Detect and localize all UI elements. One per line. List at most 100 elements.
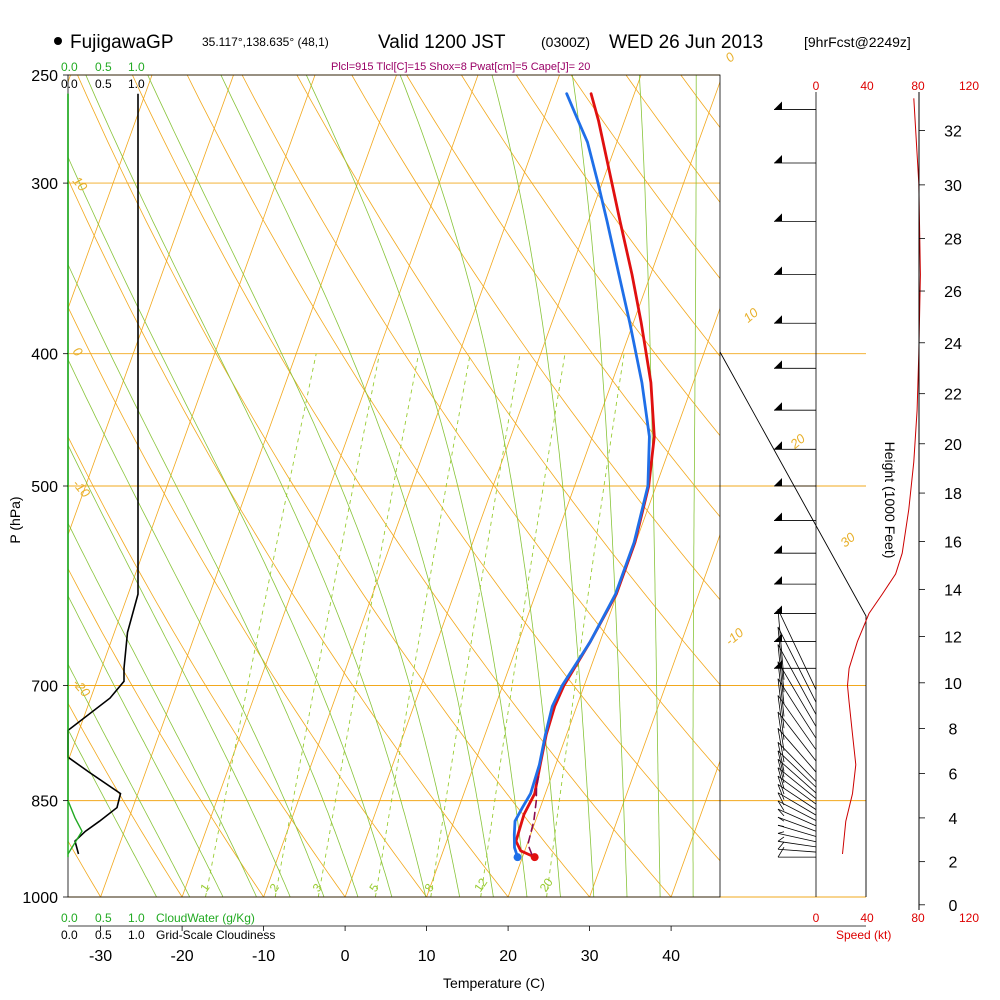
height-axis: Height (1000 Feet) 024681012141618202224… <box>882 92 962 915</box>
speed-tick-bottom-80: 80 <box>911 911 925 925</box>
moist-adiabat <box>68 444 291 897</box>
temperature-tick-label-0: 0 <box>341 948 350 965</box>
cloud-bottom-tick-0: 0.0 <box>61 911 78 925</box>
mixing-ratio-label-8: 8 <box>421 881 436 895</box>
wind-barb-feather <box>777 767 785 789</box>
cloud-bottom-tick-b2: 1.0 <box>128 928 145 942</box>
wind-barb-feather <box>777 750 785 778</box>
wind-barb-flag <box>774 315 782 324</box>
mixing-ratio-line-3 <box>317 353 420 897</box>
height-tick-label-20: 20 <box>944 437 962 454</box>
pressure-tick-label-400: 400 <box>31 347 58 364</box>
speed-tick-bottom-120: 120 <box>959 911 979 925</box>
wind-barb-shaft <box>777 800 817 821</box>
moist-adiabat <box>399 75 561 897</box>
mixing-ratio-label-5: 5 <box>366 881 381 895</box>
wind-barb-shaft <box>777 678 817 739</box>
moist-adiabat <box>68 594 224 897</box>
wind-barb-flag <box>774 101 782 110</box>
height-tick-label-32: 32 <box>944 123 962 140</box>
wind-barb-feather <box>777 759 785 784</box>
mixing-ratio-label-12: 12 <box>471 875 490 894</box>
mixing-ratio-label-20: 20 <box>537 875 556 894</box>
cloud-top-tick-b2: 1.0 <box>128 77 145 91</box>
height-tick-label-0: 0 <box>949 898 958 915</box>
wind-barb-shaft <box>777 609 817 690</box>
dry-adiabat <box>68 840 102 897</box>
valid-time-utc: (0300Z) <box>541 34 590 50</box>
dry-adiabat <box>625 75 720 203</box>
wind-barb-shaft <box>777 750 817 788</box>
temperature-tick-label-40: 40 <box>662 948 680 965</box>
height-tick-label-16: 16 <box>944 535 962 552</box>
temperature-trace <box>514 92 656 859</box>
valid-time: Valid 1200 JST <box>378 32 506 53</box>
height-tick-label-26: 26 <box>944 284 962 301</box>
dry-adiabat <box>68 178 509 897</box>
speed-tick-top-40: 40 <box>860 79 874 93</box>
dry-adiabat <box>77 75 591 897</box>
moist-adiabat <box>68 728 158 897</box>
wind-barb-feather <box>777 775 785 795</box>
dry-adiabat <box>296 75 720 686</box>
wind-barb-shaft <box>777 759 817 794</box>
wind-barb-flag <box>774 155 782 164</box>
wind-barb-flag <box>774 512 782 521</box>
dry-adiabat-label: 30 <box>837 529 858 550</box>
dewpoint-surface-point <box>513 853 522 862</box>
wind-barb-feather <box>777 841 785 850</box>
wind-barb-feather <box>777 695 785 740</box>
isotherm-line <box>589 533 720 897</box>
mixing-ratio-label-1: 1 <box>197 881 212 895</box>
moist-adiabat <box>68 263 359 897</box>
temperature-tick-label--10: -10 <box>252 948 275 965</box>
cloud-top-tick-0: 0.0 <box>61 60 78 74</box>
station-coords: 35.117°,138.635° (48,1) <box>202 35 329 49</box>
wind-barb-shaft <box>777 644 817 715</box>
wind-barb-flag <box>774 441 782 450</box>
wind-barb-shaft <box>777 767 817 799</box>
wind-barb-feather <box>777 678 785 729</box>
cloud-panel: 0.0 0.5 1.0 0.0 0.5 1.0 0.0 0.5 1.0 Clou… <box>61 60 275 942</box>
isotherm-line <box>68 75 71 84</box>
temperature-axis: Temperature (C) -30 -20 -10 0 10 20 30 40 <box>68 925 866 991</box>
wind-barb-feather <box>777 846 785 858</box>
height-tick-label-10: 10 <box>944 676 962 693</box>
wind-barb-flag <box>774 360 782 369</box>
moist-adiabat-lines <box>68 75 697 897</box>
cloud-top-tick-2: 1.0 <box>128 60 145 74</box>
pressure-tick-label-1000: 1000 <box>22 890 58 907</box>
height-tick-label-22: 22 <box>944 387 962 404</box>
moist-adiabat <box>85 75 427 897</box>
wind-barb-shaft <box>777 840 817 848</box>
isotherm-lines <box>68 75 720 897</box>
wind-barb-feather <box>777 792 785 806</box>
speed-tick-bottom-40: 40 <box>860 911 874 925</box>
wind-barb-shaft <box>777 626 817 703</box>
dewpoint-trace <box>512 92 651 859</box>
cloud-water-label: CloudWater (g/Kg) <box>156 911 255 925</box>
wind-barb-feather <box>777 836 785 842</box>
moist-adiabat <box>68 522 257 897</box>
isotherm-line <box>263 75 560 897</box>
height-tick-label-12: 12 <box>944 629 962 646</box>
mixing-ratio-lines <box>205 353 625 897</box>
moist-adiabat <box>638 75 661 897</box>
mixing-ratio-line-2 <box>274 353 380 897</box>
temperature-surface-point <box>530 853 539 862</box>
wind-barb-feather <box>777 808 785 817</box>
mixing-ratio-line-1 <box>205 353 317 897</box>
moist-adiabat <box>68 358 325 897</box>
wind-barb-flag <box>774 478 782 486</box>
wind-barb-feather <box>777 742 785 772</box>
speed-tick-bottom-0: 0 <box>813 911 820 925</box>
mixing-ratio-line-20 <box>546 353 625 897</box>
pressure-tick-label-700: 700 <box>31 679 58 696</box>
dry-adiabat <box>0 0 35 926</box>
pressure-tick-label-250: 250 <box>31 68 58 85</box>
wind-barb-shaft <box>777 832 817 843</box>
wind-barb-flag <box>774 213 782 222</box>
isotherm-line <box>68 75 316 763</box>
wind-barb-shaft <box>777 816 817 832</box>
